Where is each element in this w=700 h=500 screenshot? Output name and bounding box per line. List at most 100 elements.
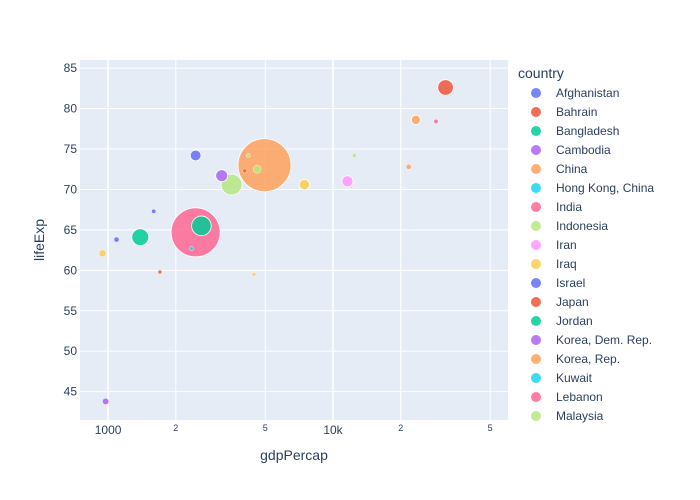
- data-points: [98, 79, 454, 405]
- y-tick-label: 65: [64, 223, 78, 237]
- legend-item[interactable]: Korea, Rep.: [531, 352, 620, 366]
- data-point[interactable]: [433, 119, 439, 124]
- legend-label: Afghanistan: [556, 86, 619, 100]
- legend-label: Cambodia: [556, 143, 611, 157]
- legend-item[interactable]: Malaysia: [531, 409, 604, 423]
- legend-item[interactable]: Iraq: [531, 257, 577, 271]
- legend-marker: [531, 107, 541, 117]
- data-point[interactable]: [341, 175, 354, 188]
- y-tick-label: 85: [64, 61, 78, 75]
- legend-marker: [531, 240, 541, 250]
- legend-item[interactable]: Cambodia: [531, 143, 611, 157]
- legend-label: Japan: [556, 295, 589, 309]
- y-tick-label: 75: [64, 142, 78, 156]
- legend-item[interactable]: Iran: [531, 238, 577, 252]
- x-tick-label: 2: [173, 423, 178, 433]
- legend-item[interactable]: Indonesia: [531, 219, 608, 233]
- legend-item[interactable]: Israel: [531, 276, 585, 290]
- legend-marker: [531, 278, 541, 288]
- legend-label: Korea, Rep.: [556, 352, 620, 366]
- y-tick-label: 55: [64, 304, 78, 318]
- legend-item[interactable]: Hong Kong, China: [531, 181, 654, 195]
- legend-label: Jordan: [556, 314, 593, 328]
- data-point[interactable]: [189, 149, 202, 162]
- y-tick-label: 70: [64, 182, 78, 196]
- legend-label: Iran: [556, 238, 577, 252]
- data-point[interactable]: [437, 79, 454, 96]
- x-tick-label: 5: [263, 423, 268, 433]
- legend-item[interactable]: India: [531, 200, 582, 214]
- y-axis-title: lifeExp: [31, 219, 47, 261]
- legend-label: Bangladesh: [556, 124, 619, 138]
- legend-label: Malaysia: [556, 409, 604, 423]
- legend-marker: [531, 411, 541, 421]
- legend-marker: [531, 259, 541, 269]
- legend-marker: [531, 392, 541, 402]
- legend-marker: [531, 297, 541, 307]
- legend-marker: [531, 335, 541, 345]
- legend[interactable]: country Afghanistan Bahrain Bangladesh Camb…: [518, 65, 654, 423]
- x-tick-label: 5: [488, 423, 493, 433]
- legend-marker: [531, 221, 541, 231]
- legend-item[interactable]: China: [531, 162, 588, 176]
- legend-item[interactable]: Korea, Dem. Rep.: [531, 333, 652, 347]
- data-point[interactable]: [351, 153, 357, 158]
- data-point[interactable]: [246, 153, 251, 158]
- x-tick-label: 10k: [323, 423, 343, 437]
- data-point[interactable]: [157, 269, 163, 275]
- data-point[interactable]: [113, 236, 120, 243]
- y-tick-label: 45: [64, 385, 78, 399]
- legend-item[interactable]: Kuwait: [531, 371, 593, 385]
- legend-label: China: [556, 162, 588, 176]
- grid-lines: [80, 60, 508, 420]
- legend-label: Lebanon: [556, 390, 603, 404]
- legend-label: Bahrain: [556, 105, 597, 119]
- legend-label: India: [556, 200, 582, 214]
- legend-marker: [531, 164, 541, 174]
- y-axis-ticks: 45 50 55 60 65 70 75 80 85: [64, 61, 78, 399]
- data-point[interactable]: [298, 178, 310, 191]
- data-point[interactable]: [215, 169, 229, 183]
- legend-marker: [531, 88, 541, 98]
- x-axis-ticks: 1000 2 5 10k 2 5: [95, 423, 493, 437]
- legend-item[interactable]: Bahrain: [531, 105, 597, 119]
- legend-label: Indonesia: [556, 219, 608, 233]
- legend-label: Israel: [556, 276, 585, 290]
- data-point[interactable]: [191, 215, 212, 237]
- data-point[interactable]: [237, 138, 292, 193]
- data-point[interactable]: [102, 397, 110, 405]
- legend-marker: [531, 316, 541, 326]
- y-tick-label: 80: [64, 102, 78, 116]
- legend-marker: [531, 145, 541, 155]
- legend-marker: [531, 183, 541, 193]
- legend-title: country: [518, 65, 564, 81]
- x-axis-title: gdpPercap: [260, 447, 328, 463]
- legend-marker: [531, 126, 541, 136]
- data-point[interactable]: [410, 114, 421, 125]
- legend-item[interactable]: Bangladesh: [531, 124, 619, 138]
- y-tick-label: 50: [64, 344, 78, 358]
- legend-marker: [531, 373, 541, 383]
- data-point[interactable]: [98, 249, 107, 258]
- data-point[interactable]: [251, 272, 257, 277]
- legend-label: Iraq: [556, 257, 577, 271]
- legend-label: Kuwait: [556, 371, 593, 385]
- legend-item[interactable]: Lebanon: [531, 390, 603, 404]
- legend-item[interactable]: Jordan: [531, 314, 593, 328]
- legend-label: Korea, Dem. Rep.: [556, 333, 652, 347]
- x-tick-label: 2: [398, 423, 403, 433]
- legend-marker: [531, 354, 541, 364]
- legend-item[interactable]: Afghanistan: [531, 86, 619, 100]
- data-point[interactable]: [131, 228, 150, 247]
- data-point[interactable]: [151, 208, 157, 214]
- data-point[interactable]: [242, 168, 247, 174]
- data-point[interactable]: [189, 246, 194, 251]
- legend-marker: [531, 202, 541, 212]
- data-point[interactable]: [405, 163, 412, 170]
- legend-item[interactable]: Japan: [531, 295, 589, 309]
- data-point[interactable]: [252, 165, 262, 174]
- legend-label: Hong Kong, China: [556, 181, 654, 195]
- y-tick-label: 60: [64, 263, 78, 277]
- x-tick-label: 1000: [95, 423, 122, 437]
